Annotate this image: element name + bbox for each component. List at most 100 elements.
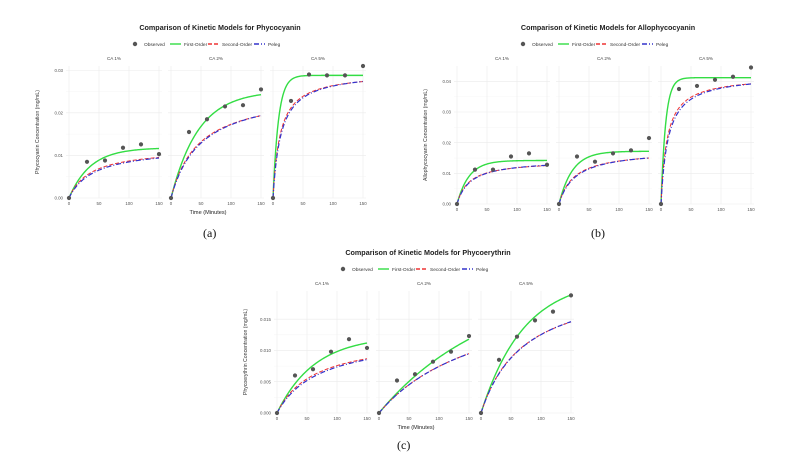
y-tick-label: 0.005 xyxy=(260,379,272,384)
y-axis-label: Phycoerythrin Concentration (mg/mL) xyxy=(243,309,249,395)
series-line-peleg xyxy=(660,83,752,205)
data-point-observed xyxy=(204,117,210,122)
x-tick-label: 0 xyxy=(378,416,381,421)
data-point-observed xyxy=(310,367,316,372)
facet-2: CA 2% 0 50 100 150 xyxy=(168,56,265,206)
chart-phycocyanin: Comparison of Kinetic Models for Phycocy… xyxy=(30,20,370,220)
series-line-first-order xyxy=(68,147,160,199)
x-tick-label: 0 xyxy=(558,207,561,212)
legend-label-second-order: Second-Order xyxy=(610,42,641,48)
y-tick-label: 0.03 xyxy=(442,110,451,115)
x-tick-label: 100 xyxy=(537,416,545,421)
series-line-first-order xyxy=(558,150,649,205)
chart-phycoerythrin: Comparison of Kinetic Models for Phycoer… xyxy=(238,245,578,435)
chart-title: Comparison of Kinetic Models for Phycocy… xyxy=(139,23,300,32)
facet-1: CA 1% 0 50 100 150 xyxy=(66,56,163,206)
series-line-first-order xyxy=(378,338,470,414)
facet-2: CA 2% 0 50 100 150 xyxy=(376,281,473,421)
chart-svg-2: Comparison of Kinetic Models for Phycoer… xyxy=(243,248,575,431)
legend-key-observed xyxy=(340,266,346,272)
x-tick-label: 150 xyxy=(465,416,473,421)
series-line-second-order xyxy=(660,83,752,205)
x-tick-label: 0 xyxy=(660,207,663,212)
data-point-observed xyxy=(544,162,550,167)
data-point-observed xyxy=(748,65,754,70)
x-tick-label: 100 xyxy=(435,416,443,421)
data-point-observed xyxy=(532,318,538,323)
legend-label-observed: Observed xyxy=(532,42,553,48)
facet-label: CA 5% xyxy=(519,281,533,286)
legend-label-first-order: First-Order xyxy=(392,267,416,273)
caption-b: (b) xyxy=(591,226,605,240)
x-tick-label: 0 xyxy=(456,207,459,212)
chart-title: Comparison of Kinetic Models for Phycoer… xyxy=(345,248,510,257)
data-point-observed xyxy=(102,158,108,163)
data-point-observed xyxy=(472,167,478,172)
series-line-peleg xyxy=(272,80,364,199)
data-point-observed xyxy=(496,357,502,362)
legend-label-observed: Observed xyxy=(144,42,165,48)
data-point-observed xyxy=(478,410,484,416)
series-line-second-order xyxy=(276,358,368,414)
legend-key-observed xyxy=(132,41,138,47)
x-axis-label: Time (Minutes) xyxy=(189,210,226,216)
data-point-observed xyxy=(360,63,366,69)
x-tick-label: 0 xyxy=(480,416,483,421)
facet-label: CA 5% xyxy=(699,56,713,61)
x-tick-label: 0 xyxy=(68,201,71,206)
x-tick-label: 150 xyxy=(543,207,551,212)
x-tick-label: 150 xyxy=(155,201,163,206)
x-tick-label: 100 xyxy=(125,201,133,206)
x-tick-label: 0 xyxy=(276,416,279,421)
y-tick-label: 0.000 xyxy=(260,411,272,416)
x-tick-label: 0 xyxy=(170,201,173,206)
facet-label: CA 1% xyxy=(495,56,509,61)
data-point-observed xyxy=(610,151,616,156)
series-line-second-order xyxy=(456,165,548,205)
series-line-first-order xyxy=(272,74,363,199)
series-line-peleg xyxy=(378,353,470,414)
series-line-first-order xyxy=(276,342,368,414)
data-point-observed xyxy=(274,410,280,416)
legend-label-peleg: Peleg xyxy=(476,267,489,273)
legend-label-peleg: Peleg xyxy=(268,42,281,48)
x-tick-label: 100 xyxy=(227,201,235,206)
x-tick-label: 100 xyxy=(329,201,337,206)
data-point-observed xyxy=(270,195,276,201)
legend-label-second-order: Second-Order xyxy=(430,267,461,273)
data-point-observed xyxy=(186,129,192,135)
data-point-observed xyxy=(376,410,382,416)
data-point-observed xyxy=(394,378,400,383)
data-point-observed xyxy=(526,151,532,156)
data-point-observed xyxy=(676,86,682,92)
data-point-observed xyxy=(658,201,664,207)
legend-label-observed: Observed xyxy=(352,267,373,273)
y-axis-label: Allophycocyanin Concentration (mg/mL) xyxy=(423,89,429,181)
facet-label: CA 5% xyxy=(311,56,325,61)
data-point-observed xyxy=(448,349,454,354)
x-tick-label: 50 xyxy=(485,207,490,212)
data-point-observed xyxy=(138,142,144,147)
legend-label-first-order: First-Order xyxy=(184,42,208,48)
facet-3: CA 5% 0 50 100 150 xyxy=(270,56,367,206)
data-point-observed xyxy=(66,195,72,201)
caption-a: (a) xyxy=(203,226,217,240)
chart-allophycocyanin: Comparison of Kinetic Models for Allophy… xyxy=(418,20,758,220)
data-point-observed xyxy=(568,293,574,298)
y-tick-label: 0.015 xyxy=(260,317,272,322)
data-point-observed xyxy=(306,72,312,77)
x-axis-label: Time (Minutes) xyxy=(397,425,434,431)
legend-label-peleg: Peleg xyxy=(656,42,669,48)
data-point-observed xyxy=(454,201,460,207)
data-point-observed xyxy=(592,159,598,164)
data-point-observed xyxy=(84,159,90,164)
x-tick-label: 100 xyxy=(615,207,623,212)
y-axis-label: Phycocyanin Concentration (mg/mL) xyxy=(35,90,41,174)
x-tick-label: 150 xyxy=(747,207,755,212)
data-point-observed xyxy=(288,98,294,104)
series-line-second-order xyxy=(558,157,650,205)
legend-label-first-order: First-Order xyxy=(572,42,596,48)
facet-3: CA 5% 0 50 100 150 xyxy=(478,281,575,421)
data-point-observed xyxy=(240,103,246,108)
facet-label: CA 2% xyxy=(597,56,611,61)
